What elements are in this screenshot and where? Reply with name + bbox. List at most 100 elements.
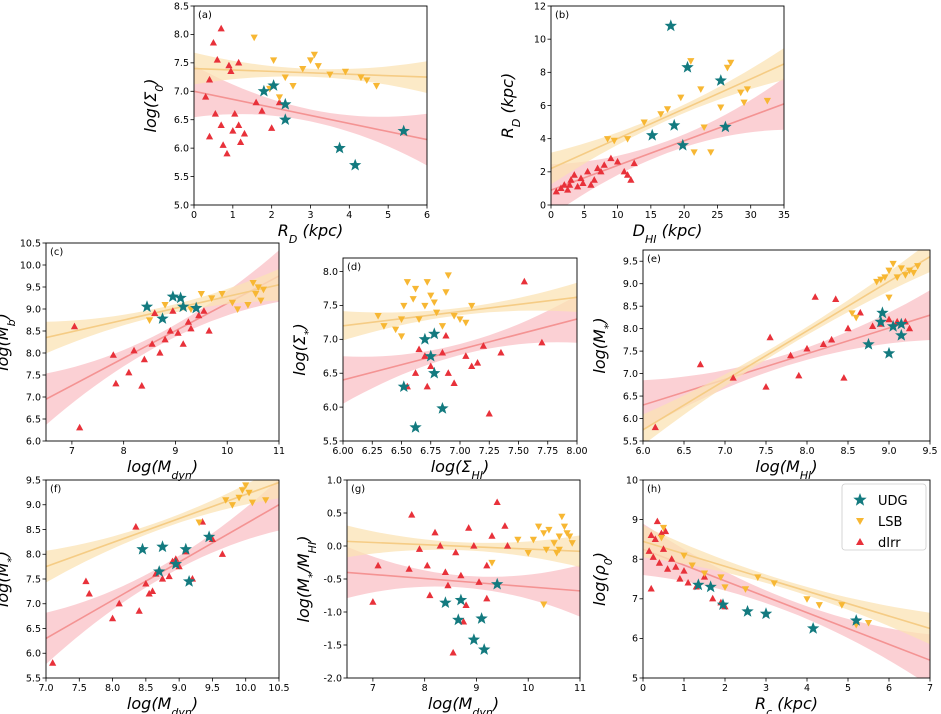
lsb-point	[700, 570, 709, 578]
lsb-point	[421, 302, 429, 310]
x-axis-label: log(Mdyn)	[127, 457, 198, 482]
lsb-point	[392, 326, 400, 334]
dirr-point	[574, 182, 582, 190]
udg-point	[397, 380, 410, 392]
y-tick-label: 9.5	[623, 257, 638, 268]
y-axis-label: log(M*)	[590, 317, 615, 373]
udg-point	[714, 74, 727, 86]
dirr-point	[501, 522, 509, 529]
lsb-point	[248, 499, 256, 507]
dirr-point	[488, 532, 496, 539]
lsb-point	[555, 546, 563, 554]
dirr-point	[729, 374, 737, 381]
udg-point	[136, 542, 149, 555]
lsb-point	[677, 94, 685, 102]
udg-point	[156, 312, 169, 324]
dirr-point	[161, 335, 169, 343]
x-tick-label: 9.0	[881, 446, 896, 457]
x-tick-label: 7.0	[717, 446, 732, 457]
y-tick-label: 6	[632, 634, 638, 645]
lsb-fit-line	[347, 540, 580, 553]
lsb-point	[743, 86, 751, 93]
dirr-point	[156, 349, 164, 356]
dirr-confidence-band	[551, 78, 784, 205]
dirr-point	[483, 561, 491, 569]
dirr-point	[668, 555, 676, 562]
x-tick-label: 15	[645, 210, 657, 221]
lsb-point	[397, 333, 406, 340]
panel-label: (c)	[50, 247, 63, 258]
x-tick-label: 30	[745, 210, 757, 221]
x-tick-label: 6.5	[676, 446, 691, 457]
lsb-point	[737, 89, 745, 97]
dirr-point	[151, 309, 159, 316]
y-tick-label: 7.0	[323, 335, 338, 346]
dirr-point	[229, 127, 237, 134]
y-tick-label: 8.5	[623, 301, 638, 312]
lsb-point	[249, 280, 257, 287]
dirr-point	[237, 138, 245, 146]
dirr-point	[620, 167, 628, 175]
lsb-point	[603, 136, 612, 143]
dirr-point	[227, 67, 235, 74]
panel-4: 6.00 6.25 6.50 6.75 7.00 7.25 7.50 7.75 8.00 5.5 6…	[290, 257, 588, 482]
udg-point	[333, 141, 346, 154]
lsb-point	[688, 562, 696, 570]
lsb-point	[885, 294, 893, 302]
dirr-point	[647, 531, 655, 539]
y-tick-label: 6.0	[26, 649, 41, 660]
lsb-point	[228, 502, 236, 509]
dirr-point	[179, 340, 187, 347]
lsb-point	[357, 74, 365, 82]
dirr-point	[169, 307, 177, 314]
lsb-point	[754, 574, 762, 582]
y-tick-label: 0	[540, 200, 546, 211]
lsb-point	[901, 272, 909, 279]
dirr-point	[803, 344, 811, 352]
lsb-point	[558, 513, 566, 521]
legend-udg-marker	[853, 493, 867, 506]
dirr-point	[108, 614, 117, 622]
dirr-point	[148, 587, 157, 594]
udg-point	[467, 633, 480, 645]
dirr-point	[762, 383, 770, 390]
lsb-point	[864, 619, 873, 627]
lsb-point	[873, 278, 881, 286]
dirr-point	[431, 528, 439, 536]
udg-point	[174, 291, 187, 304]
dirr-point	[587, 181, 595, 188]
udg-point	[182, 575, 196, 587]
y-tick-label: 10.5	[20, 238, 41, 249]
x-tick-label: 8	[121, 446, 127, 457]
dirr-point	[538, 338, 546, 346]
udg-point	[156, 540, 169, 553]
dirr-fit-line	[551, 103, 784, 191]
dirr-point	[115, 599, 123, 607]
legend-udg-label: UDG	[878, 494, 908, 509]
udg-point	[886, 319, 900, 332]
x-tick-label: 3	[307, 210, 313, 221]
lsb-point	[242, 482, 250, 489]
udg-point	[439, 596, 452, 608]
lsb-point	[717, 104, 725, 112]
udg-point	[436, 402, 449, 414]
dirr-point	[49, 659, 57, 666]
dirr-point	[459, 617, 468, 625]
dirr-point	[680, 567, 688, 574]
axes-frame	[45, 242, 280, 442]
y-tick-label: 5.0	[174, 200, 189, 211]
lsb-point	[433, 309, 441, 317]
x-tick-label: 7	[927, 683, 933, 694]
lsb-point	[540, 530, 548, 537]
panel-1: 0 1 2 3 4 5 6 5.0 5.5 6.0 6.5 7.0 7.5 8.0 8.5 (a) RD (kp…	[141, 1, 430, 245]
x-tick-label: 5	[385, 210, 391, 221]
y-tick-label: 10.0	[20, 260, 41, 271]
dirr-point	[449, 648, 457, 656]
lsb-point	[524, 550, 532, 557]
lsb-point	[195, 519, 203, 527]
dirr-point	[795, 371, 803, 379]
dirr-point	[503, 542, 512, 549]
dirr-point	[567, 176, 575, 183]
y-tick-label: 7.0	[26, 599, 41, 610]
udg-point	[850, 614, 863, 626]
